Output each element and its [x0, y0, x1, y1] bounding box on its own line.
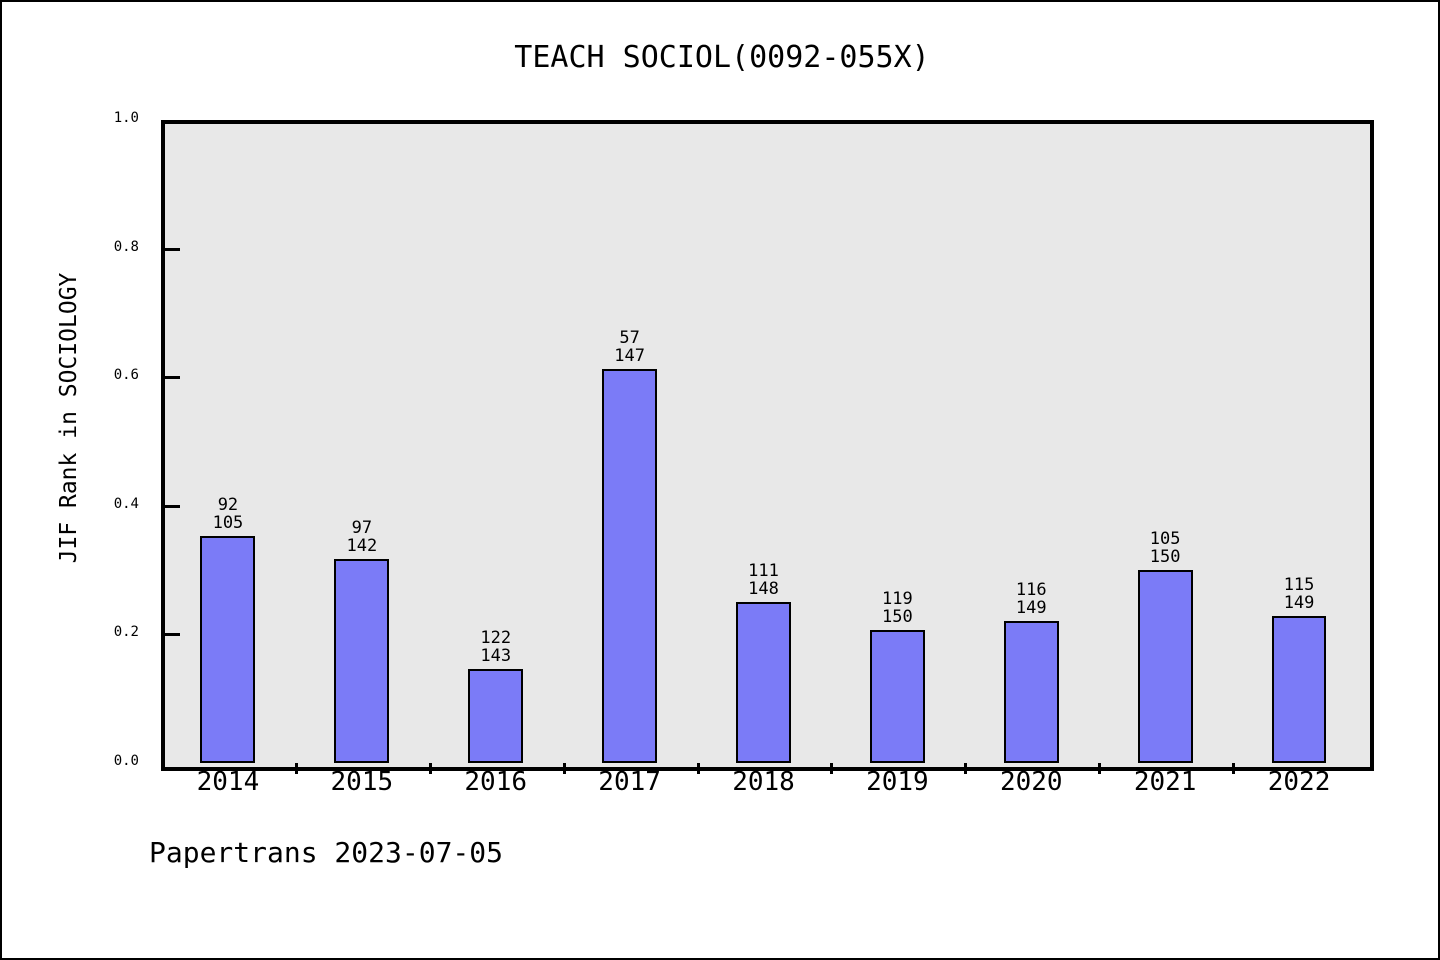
x-tick-label-2022: 2022 [1267, 767, 1331, 797]
x-tick-label-2021: 2021 [1133, 767, 1197, 797]
y-axis-label: JIF Rank in SOCIOLOGY [56, 272, 82, 564]
x-tick-mark [562, 763, 566, 774]
bar-rank-value: 92 [217, 495, 239, 516]
x-tick-mark [1232, 763, 1236, 774]
x-tick-mark [830, 763, 834, 774]
x-tick-label-2016: 2016 [464, 767, 528, 797]
footer-note: Papertrans 2023-07-05 [149, 836, 504, 869]
bar-rank-value: 105 [1149, 529, 1181, 550]
bar-total-value: 150 [1149, 547, 1181, 568]
bar-2019[interactable] [869, 630, 925, 763]
y-tick-label: 0.0 [113, 753, 139, 769]
bar-value-label-2015: 97 142 [292, 519, 432, 555]
y-tick-label: 0.2 [113, 624, 139, 641]
bar-value-label-2021: 105 150 [1095, 530, 1235, 566]
bar-2021[interactable] [1137, 570, 1193, 763]
x-tick-label-2017: 2017 [598, 767, 661, 797]
bar-rank-value: 119 [882, 589, 913, 610]
chart-title: TEACH SOCIOL(0092-055X) [514, 40, 930, 75]
bar-2014[interactable] [200, 536, 256, 763]
bar-total-value: 143 [480, 645, 512, 666]
x-tick-mark [696, 763, 700, 774]
x-tick-label-2020: 2020 [999, 767, 1063, 797]
x-tick-label-2015: 2015 [330, 767, 394, 797]
bar-value-label-2017: 57 147 [560, 329, 700, 365]
bar-total-value: 147 [614, 346, 645, 367]
bar-value-label-2018: 111 148 [694, 562, 834, 598]
y-tick-mark [165, 247, 180, 251]
y-tick-mark [165, 633, 180, 637]
bar-2018[interactable] [736, 602, 791, 763]
bar-value-label-2014: 92 105 [158, 496, 298, 532]
y-tick-label: 0.6 [113, 367, 139, 384]
bar-rank-value: 111 [748, 561, 779, 582]
bar-total-value: 149 [1015, 597, 1047, 618]
x-tick-mark [1098, 763, 1102, 774]
bar-2022[interactable] [1271, 616, 1327, 763]
bar-rank-value: 122 [480, 627, 512, 648]
bar-rank-value: 115 [1283, 575, 1315, 596]
x-tick-mark [964, 763, 968, 774]
y-tick-mark [165, 504, 180, 508]
bar-total-value: 142 [346, 536, 378, 557]
x-tick-label-2014: 2014 [196, 767, 260, 797]
bar-rank-value: 116 [1015, 579, 1047, 600]
bar-total-value: 150 [882, 607, 913, 628]
bar-2020[interactable] [1003, 620, 1059, 763]
bar-value-label-2016: 122 143 [426, 629, 566, 665]
bar-2015[interactable] [334, 559, 390, 763]
bar-total-value: 105 [212, 513, 244, 534]
bar-value-label-2022: 115 149 [1229, 576, 1369, 612]
bar-value-label-2019: 119 150 [827, 590, 967, 626]
x-tick-label-2019: 2019 [866, 767, 929, 797]
x-tick-label-2018: 2018 [732, 767, 795, 797]
y-tick-label: 0.8 [113, 238, 139, 255]
bar-2017[interactable] [602, 369, 658, 763]
y-tick-label: 1.0 [113, 110, 139, 126]
bar-total-value: 148 [748, 579, 779, 600]
bar-total-value: 149 [1283, 593, 1315, 614]
x-tick-mark [294, 763, 298, 774]
bar-value-label-2020: 116 149 [961, 581, 1101, 617]
bar-rank-value: 57 [619, 328, 640, 349]
y-tick-label: 0.4 [113, 495, 139, 512]
y-tick-mark [165, 376, 180, 380]
x-tick-mark [428, 763, 432, 774]
bar-rank-value: 97 [351, 518, 373, 539]
bar-2016[interactable] [468, 668, 524, 763]
